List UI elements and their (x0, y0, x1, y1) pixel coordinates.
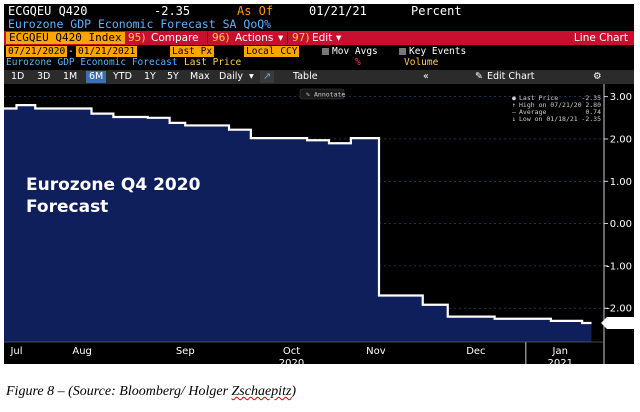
as-of-label: As Of (237, 4, 274, 18)
caption-suffix: ) (291, 384, 297, 399)
figure-caption: Figure 8 – (Source: Bloomberg/ Holger Zs… (6, 384, 296, 400)
key-events-toggle[interactable]: Key Events (399, 46, 466, 57)
y-tick-label: 3.00 (610, 92, 632, 103)
volume-marker-icon: % (355, 57, 361, 68)
x-tick-label: Nov (366, 346, 386, 357)
edit-chevron-down-icon[interactable]: ▾ (336, 32, 342, 44)
ticker-header: ECGQEU Q420 -2.35 As Of 01/21/21 Percent (4, 4, 634, 18)
x-tick-label: Oct (283, 346, 300, 357)
stats-last-value: -2.35 (581, 94, 601, 102)
x-year-label: 2020 (279, 358, 304, 364)
stats-high-value: 2.80 (585, 101, 601, 109)
range-3d-button[interactable]: 3D (37, 71, 51, 82)
chart-subtitle: Forecast (26, 197, 108, 217)
security-description: Eurozone GDP Economic Forecast SA QoQ% (8, 17, 272, 31)
annotate-label: Annotate (314, 91, 345, 99)
range-6m-button[interactable]: 6M (86, 71, 107, 83)
security-field[interactable]: ECGQEU Q420 Index (6, 32, 125, 44)
range-1m-button[interactable]: 1M (63, 71, 78, 82)
unit-label: Percent (411, 4, 462, 18)
stats-high-label: High on 07/21/20 (519, 101, 582, 109)
edit-chart-pencil-icon[interactable]: ✎ (475, 71, 483, 82)
edit-number: 97) (292, 32, 310, 44)
stats-average-label: Average (519, 108, 546, 116)
range-max-button[interactable]: Max (190, 71, 210, 82)
chart-area[interactable]: 3.00 2.00 1.00 0.00 -1.00 -2.00 Jul Aug Sep Oct N… (4, 84, 634, 364)
caption-text: Figure 8 – (Source: Bloomberg/ Holger (6, 384, 232, 399)
stats-low-value: -2.35 (581, 115, 601, 123)
chart-type-icon[interactable]: ↗ (260, 71, 274, 83)
frequency-select[interactable]: Daily (219, 71, 244, 82)
edit-menu[interactable]: Edit (312, 32, 333, 44)
annotate-pencil-icon: ✎ (306, 91, 310, 99)
actions-number: 96) (212, 32, 230, 44)
stats-last-label: Last Price (519, 94, 558, 102)
x-tick-label: Jan (552, 346, 568, 357)
compare-button[interactable]: Compare (151, 32, 199, 44)
y-tick-label: 0.00 (610, 219, 632, 230)
as-of-date[interactable]: 01/21/21 (309, 4, 367, 18)
start-date-field[interactable]: 07/21/2020 (6, 46, 68, 57)
x-tick-label: Dec (466, 346, 485, 357)
range-5y-button[interactable]: 5Y (167, 71, 179, 82)
divider (287, 32, 288, 44)
mov-avgs-toggle[interactable]: Mov Avgs (322, 46, 378, 57)
stats-low-label: Low on 01/18/21 (519, 115, 578, 123)
forecast-area-fill (4, 105, 592, 342)
x-tick-label: Jul (9, 346, 22, 357)
frequency-chevron-down-icon[interactable]: ▾ (249, 71, 254, 82)
y-axis: 3.00 2.00 1.00 0.00 -1.00 -2.00 (603, 84, 632, 364)
y-tick-label: 2.00 (610, 134, 632, 145)
last-value-tag-bg (601, 316, 634, 329)
legend-field-name: Last Price (184, 57, 242, 68)
edit-chart-button[interactable]: Edit Chart (487, 71, 535, 82)
last-price-marker-icon: ● (512, 94, 516, 102)
x-axis: Jul Aug Sep Oct Nov Dec Jan 2020 2021 (4, 341, 604, 364)
chart-title: Eurozone Q4 2020 (26, 175, 201, 195)
chart-mode-label: Line Chart (573, 32, 628, 44)
price-field-select[interactable]: Last Px (170, 46, 215, 57)
date-range-dash: - (68, 46, 74, 57)
forecast-series-line (4, 104, 592, 325)
last-price-value: -2.35 (154, 4, 191, 18)
range-toolbar: 1D 3D 1M 6M YTD 1Y 5Y Max Daily ▾ ↗ Tabl… (4, 70, 634, 84)
range-1y-button[interactable]: 1Y (144, 71, 156, 82)
range-1d-button[interactable]: 1D (11, 71, 25, 82)
low-marker-icon: ↓ (512, 115, 516, 123)
settings-bar: 07/21/2020 - 01/21/2021 Last Px Local CC… (4, 46, 634, 57)
table-button[interactable]: Table (293, 71, 318, 82)
last-value-tag: -2.35 (601, 316, 634, 329)
compare-number: 95) (128, 32, 146, 44)
ticker-symbol: ECGQEU Q420 (8, 4, 88, 18)
bloomberg-terminal-window: ECGQEU Q420 -2.35 As Of 01/21/21 Percent… (4, 4, 634, 364)
end-date-field[interactable]: 01/21/2021 (76, 46, 138, 57)
currency-select[interactable]: Local CCY (244, 46, 300, 57)
x-tick-label: Aug (72, 346, 92, 357)
stats-average-value: 0.74 (585, 108, 601, 116)
stats-legend: ● Last Price -2.35 ↑ High on 07/21/20 2.… (512, 94, 601, 123)
y-tick-label: 1.00 (610, 177, 632, 188)
legend-volume: Volume (404, 57, 439, 68)
annotate-button[interactable]: ✎ Annotate (299, 88, 345, 100)
annotate-button-bg (299, 88, 345, 100)
settings-gear-icon[interactable]: ⚙ (593, 71, 602, 82)
collapse-left-icon[interactable]: « (423, 71, 429, 82)
y-tick-label: -2.00 (606, 304, 632, 315)
divider (207, 32, 208, 44)
high-marker-icon: ↑ (512, 101, 516, 109)
legend-series-name: Eurozone GDP Economic Forecast (6, 57, 178, 68)
caption-name: Zschaepitz (231, 384, 292, 399)
function-bar: ECGQEU Q420 Index 95) Compare 96) Action… (4, 31, 634, 45)
actions-menu[interactable]: Actions (235, 32, 274, 44)
range-ytd-button[interactable]: YTD (113, 71, 132, 82)
x-year-label: 2021 (548, 358, 573, 364)
last-value-tag-text: -2.35 (606, 318, 632, 329)
y-tick-label: -1.00 (606, 261, 632, 272)
checkbox-icon (399, 48, 406, 55)
average-marker-icon: — (512, 108, 516, 116)
checkbox-icon (322, 48, 329, 55)
actions-chevron-down-icon[interactable]: ▾ (278, 32, 284, 44)
x-tick-label: Sep (176, 346, 195, 357)
legend-bar: Eurozone GDP Economic Forecast Last Pric… (4, 57, 634, 68)
